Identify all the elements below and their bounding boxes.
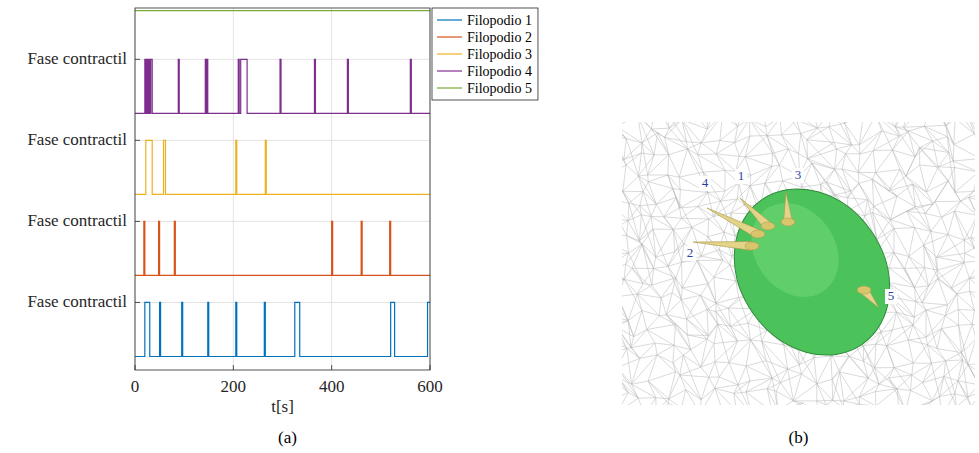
panel-b: 1 2 3 4 5 [599,99,979,417]
legend-swatch [437,70,462,71]
filopodium-base [761,222,775,230]
grid-line-y [135,221,430,222]
mesh-lines [622,122,975,405]
grid-line-x [233,8,234,370]
y-tick-label: Fase contractil [27,211,127,230]
grid-line-x [331,8,332,370]
series-line [135,140,430,194]
x-tick [430,365,431,370]
x-tick-label: 600 [417,377,443,396]
series-line [135,302,430,356]
y-tick-label: Fase contractil [27,49,127,68]
label-patch [699,176,711,191]
mesh [622,122,975,405]
legend-swatch [437,87,462,88]
filopodium-label: 2 [687,245,694,260]
legend-label: Filopodio 5 [467,81,532,96]
x-tick [135,365,136,370]
label-patch [684,246,696,261]
cell-body [703,159,922,386]
grid-line-y [135,302,430,303]
legend-swatch [437,36,462,37]
filopodium-label: 5 [888,288,895,303]
panel-caption: (a) [278,428,297,447]
legend-swatch [437,53,462,54]
label-patch [735,169,747,184]
cell [693,159,921,386]
y-tick [135,221,140,222]
filopodium-base [751,230,765,238]
filopodium-base [781,218,795,226]
x-tick [331,365,332,370]
x-tick [233,365,234,370]
y-tick-label: Fase contractil [27,130,127,149]
label-patch [792,168,804,183]
x-axis-title: t[s] [271,397,294,416]
legend-label: Filopodio 1 [467,13,532,28]
filopodium-base [857,286,871,294]
x-tick-label: 400 [319,377,345,396]
cell-highlight [734,186,857,314]
y-tick [135,59,140,60]
filopodium-label: 4 [702,175,709,190]
filopodium-base [745,242,759,250]
y-tick [135,140,140,141]
plot-frame [135,8,430,370]
label-patch [885,289,897,304]
filopodium-label: 1 [738,168,745,183]
figure: 0 200 400 600 Fase contractil Fase contractil… [0,0,979,453]
filopodium [693,242,752,251]
y-tick [135,302,140,303]
legend-label: Filopodio 3 [467,47,532,62]
filopodium-label: 3 [795,167,802,182]
legend-label: Filopodio 2 [467,30,532,45]
series-line [135,221,430,275]
legend: Filopodio 1 Filopodio 2 Filopodio 3 Filopod… [432,8,538,100]
x-tick-label: 0 [131,377,140,396]
panel-caption: (b) [789,428,809,447]
grid [135,8,430,370]
legend-label: Filopodio 4 [467,64,532,79]
legend-swatch [437,19,462,20]
y-tick-label: Fase contractil [27,292,127,311]
series-line [135,10,430,11]
series-group [135,11,430,357]
axes: 0 200 400 600 Fase contractil Fase contractil… [27,49,442,396]
series-line [135,59,430,113]
x-tick-label: 200 [221,377,247,396]
plot-background [135,8,430,370]
grid-line-y [135,140,430,141]
legend-box [432,8,538,100]
